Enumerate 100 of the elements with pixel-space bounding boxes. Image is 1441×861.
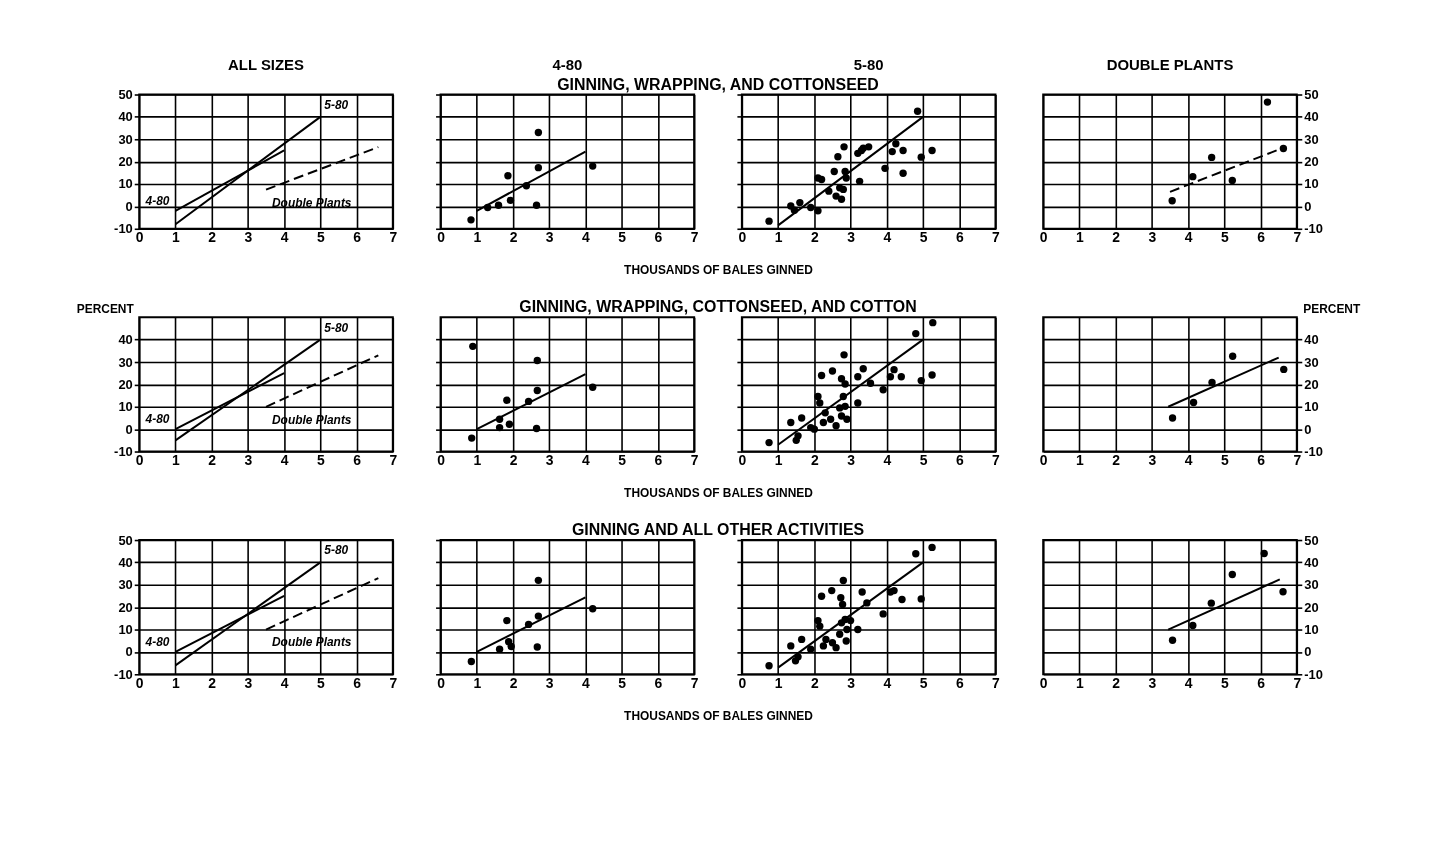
x-tick-label: 0: [738, 229, 747, 246]
point: [533, 386, 541, 395]
point: [467, 657, 476, 666]
x-tick-label: 4: [582, 229, 591, 246]
point: [794, 432, 802, 440]
x-axis-title: THOUSANDS OF BALES GINNED: [624, 263, 814, 278]
y-tick-label: 50: [1304, 86, 1319, 102]
y-tick-label: 10: [118, 622, 133, 638]
point: [589, 605, 597, 613]
point: [828, 367, 837, 375]
y-tick-label: 40: [118, 109, 133, 125]
x-tick-label: 0: [437, 229, 446, 246]
chart-subtitle: GINNING, WRAPPING, AND COTTONSEED: [557, 75, 879, 93]
point: [839, 185, 848, 194]
x-tick-label: 2: [509, 674, 518, 691]
point: [787, 642, 795, 650]
point: [817, 371, 826, 380]
x-tick-label: 7: [389, 451, 398, 468]
point: [1168, 414, 1177, 422]
point: [837, 375, 846, 383]
x-tick-label: 4: [582, 451, 591, 468]
x-tick-label: 6: [353, 674, 362, 691]
x-tick-label: 3: [847, 674, 856, 691]
x-tick-label: 7: [1293, 451, 1302, 468]
y-tick-label: -10: [1304, 444, 1323, 460]
point: [819, 642, 828, 650]
point: [589, 162, 597, 170]
y-tick-label: 20: [1304, 154, 1319, 170]
x-tick-label: 6: [955, 674, 964, 691]
x-tick-label: 6: [1257, 451, 1266, 468]
chart-subtitle: GINNING AND ALL OTHER ACTIVITIES: [571, 521, 865, 539]
y-tick-label: 30: [1304, 131, 1319, 147]
y-tick-label: 30: [118, 577, 133, 593]
point: [828, 586, 836, 595]
point: [534, 612, 543, 620]
point: [810, 425, 819, 433]
point: [822, 635, 830, 644]
point: [898, 595, 906, 604]
x-tick-label: 5: [618, 229, 627, 246]
point: [892, 140, 900, 148]
x-tick-label: 1: [473, 229, 482, 246]
point: [917, 376, 925, 385]
point: [843, 415, 851, 423]
chart-subtitle: GINNING, WRAPPING, COTTONSEED, AND COTTON: [519, 298, 917, 316]
point: [858, 588, 866, 596]
x-tick-label: 0: [1039, 229, 1048, 246]
x-tick-label: 1: [473, 674, 482, 691]
point: [787, 418, 795, 427]
point: [897, 373, 905, 381]
point: [826, 415, 835, 423]
y-tick-label: 50: [118, 86, 133, 102]
x-tick-label: 0: [1039, 451, 1048, 468]
x-tick-label: 5: [316, 229, 325, 246]
point: [890, 365, 898, 374]
point: [879, 610, 887, 618]
y-tick-label: 10: [1304, 176, 1319, 192]
point: [841, 380, 849, 388]
point: [837, 594, 845, 602]
x-tick-label: 3: [545, 451, 554, 468]
point: [467, 216, 475, 224]
point: [836, 404, 844, 412]
point: [912, 329, 920, 338]
y-tick-label: 40: [1304, 554, 1319, 570]
x-tick-label: 2: [509, 229, 518, 246]
point: [1207, 599, 1215, 607]
x-tick-label: 3: [545, 674, 554, 691]
x-tick-label: 7: [690, 451, 699, 468]
point: [899, 169, 907, 177]
series-label: 5-80: [324, 320, 349, 335]
y-tick-label: 10: [1304, 622, 1319, 638]
point: [532, 424, 541, 433]
point: [504, 172, 512, 180]
x-tick-label: 1: [473, 451, 482, 468]
point: [834, 153, 842, 161]
x-tick-label: 2: [509, 451, 518, 468]
series-label: 5-80: [324, 543, 349, 558]
x-tick-label: 6: [955, 451, 964, 468]
x-tick-label: 0: [738, 451, 747, 468]
x-tick-label: 1: [1076, 674, 1085, 691]
x-tick-label: 3: [545, 229, 554, 246]
y-tick-label: 20: [1304, 376, 1319, 392]
x-tick-label: 2: [208, 674, 217, 691]
x-tick-label: 1: [774, 229, 783, 246]
point: [534, 576, 543, 584]
y-tick-label: 10: [1304, 399, 1319, 415]
point: [1263, 98, 1272, 106]
point: [814, 392, 822, 401]
point: [837, 195, 846, 203]
x-tick-label: 1: [774, 674, 783, 691]
x-tick-label: 7: [1293, 674, 1302, 691]
x-tick-label: 7: [690, 229, 699, 246]
x-tick-label: 0: [1039, 674, 1048, 691]
point: [469, 342, 477, 351]
y-tick-label: 0: [125, 421, 133, 437]
point: [843, 625, 851, 634]
x-tick-label: 7: [389, 674, 398, 691]
point: [838, 600, 847, 609]
y-tick-label: 30: [118, 354, 133, 370]
chart-title: 5-80: [853, 56, 884, 73]
point: [1228, 176, 1236, 185]
